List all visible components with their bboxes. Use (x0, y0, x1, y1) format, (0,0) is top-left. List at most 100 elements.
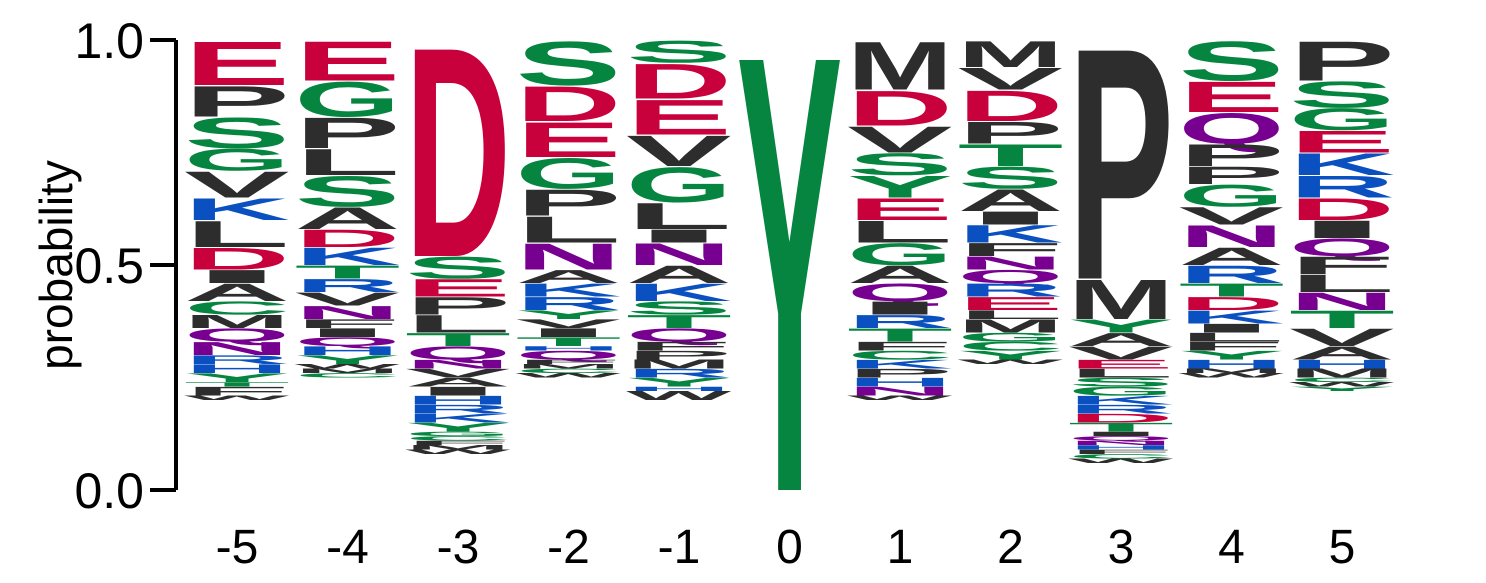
letter-T-pos3: T (1068, 420, 1174, 434)
letter-E-pos-3: E (405, 274, 511, 302)
letter-R-pos-3: R (405, 402, 511, 416)
letter-P-pos4: P (1179, 162, 1285, 190)
x-tick-label-1: 1 (887, 521, 914, 574)
letter-D-pos-2: D (516, 76, 622, 132)
letter-C-pos3: C (1068, 453, 1174, 460)
letter-H-pos1: H (847, 375, 953, 389)
letter-M-pos-4: M (295, 367, 401, 374)
letter-N-pos1: N (847, 384, 953, 398)
letter-H-pos-4: H (295, 344, 401, 358)
letter-F-pos-1: F (626, 339, 732, 353)
letter-L-pos5: L (1289, 270, 1395, 298)
letter-C-pos5: C (1289, 376, 1395, 383)
letter-F-pos-2: F (516, 358, 622, 365)
x-tick-label--5: -5 (216, 521, 259, 574)
letter-E-pos3: E (1068, 357, 1174, 371)
letter-Q-pos-2: Q (516, 348, 622, 362)
letter-A-pos-2: A (516, 266, 622, 287)
letter-N-pos5: N (1289, 288, 1395, 316)
letter-I-pos-4: I (295, 326, 401, 340)
letter-Q-pos2: Q (958, 266, 1064, 287)
letter-Y-pos4: Y (1179, 348, 1285, 362)
letter-M-pos2: M (958, 316, 1064, 337)
letter-E-pos5: E (1289, 124, 1395, 159)
letter-Q-pos-1: Q (626, 325, 732, 346)
letter-A-pos3: A (1068, 329, 1174, 350)
letter-C-pos-5: C (184, 298, 290, 319)
letter-I-pos-1: I (626, 226, 732, 247)
x-tick-label--3: -3 (437, 521, 480, 574)
letter-G-pos-5: G (184, 142, 290, 177)
x-tick-label--4: -4 (326, 521, 369, 574)
letter-E-pos2: E (958, 293, 1064, 314)
letter-A-pos2: A (958, 183, 1064, 218)
letter-Q-pos3: Q (1068, 435, 1174, 442)
letter-M-pos5: M (1289, 366, 1395, 380)
letter-K-pos1: K (847, 357, 953, 371)
letter-W-pos-5: W (184, 394, 290, 401)
letter-Y-pos-3: Y (405, 420, 511, 434)
letter-I-pos1: I (847, 298, 953, 319)
letter-W-pos-4: W (295, 363, 401, 370)
letter-D-pos2: D (958, 81, 1064, 130)
x-tick-label-0: 0 (776, 521, 803, 574)
letter-K-pos-2: K (516, 280, 622, 301)
letter-S-pos-1: S (626, 34, 732, 69)
x-tick-label-2: 2 (997, 521, 1024, 574)
letter-Q-pos4: Q (1179, 104, 1285, 153)
letter-R-pos-1: R (626, 366, 732, 380)
letter-H-pos5: H (1289, 357, 1395, 371)
letter-K-pos-4: K (295, 243, 401, 271)
x-tick-label--1: -1 (658, 521, 701, 574)
letter-M-pos3: M (1068, 268, 1174, 331)
letter-S-pos3: S (1068, 375, 1174, 389)
letter-T-pos-3: T (405, 329, 511, 350)
letter-G-pos-3: G (405, 430, 511, 437)
letter-E-pos1: E (847, 192, 953, 227)
letter-P-pos-3: P (405, 292, 511, 320)
letter-A-pos4: A (1179, 243, 1285, 271)
letter-D-pos3: D (1068, 411, 1174, 425)
y-axis: 0.0 0.5 1.0 probability (30, 13, 178, 519)
letter-M-pos-1: M (626, 357, 732, 371)
letter-I-pos4: I (1179, 321, 1285, 335)
x-tick-label-5: 5 (1329, 521, 1356, 574)
letter-P-pos5: P (1289, 30, 1395, 93)
letter-G-pos-4: G (295, 71, 401, 127)
letter-Q-pos1: Q (847, 278, 953, 306)
letter-V-pos4: V (1179, 202, 1285, 230)
y-tick-label-1: 1.0 (74, 13, 144, 69)
letter-D-pos-4: D (295, 225, 401, 253)
letter-N-pos4: N (1179, 219, 1285, 254)
letter-G-pos2: G (958, 330, 1064, 344)
letter-K-pos5: K (1289, 147, 1395, 182)
letter-C-pos-2: C (516, 367, 622, 374)
letter-A-pos-5: A (184, 279, 290, 307)
letter-G-pos1: G (847, 237, 953, 272)
letter-P-pos-1: P (626, 348, 732, 362)
letter-T-pos-1: T (626, 311, 732, 332)
letter-H-pos-5: H (184, 362, 290, 376)
letter-V-pos-5: V (184, 164, 290, 206)
letter-D-pos-5: D (184, 242, 290, 277)
letter-R-pos1: R (847, 311, 953, 332)
letter-V-pos-4: V (295, 289, 401, 310)
letter-A-pos-3: A (405, 375, 511, 389)
letter-Q-pos-4: Q (295, 335, 401, 349)
y-axis-label: probability (30, 160, 82, 370)
x-tick-label-3: 3 (1108, 521, 1135, 574)
letter-W-pos3: W (1068, 457, 1174, 464)
letter-S-pos-2: S (516, 29, 622, 99)
letter-S-pos1: S (847, 147, 953, 182)
letter-N-pos-2: N (516, 236, 622, 278)
letter-Y-pos3: Y (1068, 316, 1174, 337)
letter-L-pos1: L (847, 214, 953, 249)
letter-T-pos5: T (1289, 306, 1395, 334)
letter-L-pos4: L (1179, 330, 1285, 344)
